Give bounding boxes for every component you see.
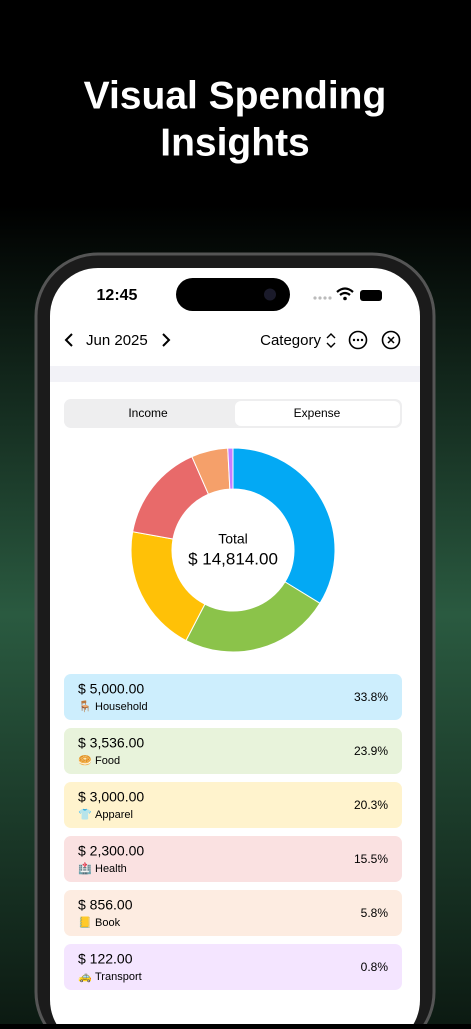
amount: $ 856.00	[78, 897, 133, 913]
category-row[interactable]	[64, 674, 402, 720]
percentage: 5.8%	[361, 906, 389, 920]
category-row[interactable]	[64, 890, 402, 936]
tab[interactable]: Expense	[294, 406, 341, 420]
status-time: 12:45	[97, 287, 138, 304]
amount: $ 3,536.00	[78, 735, 144, 751]
percentage: 20.3%	[354, 798, 388, 812]
divider	[50, 366, 420, 382]
camera	[264, 288, 276, 301]
category-row[interactable]	[64, 782, 402, 828]
more-dots	[352, 338, 364, 342]
category-icon: 📒	[78, 916, 92, 929]
amount: $ 3,000.00	[78, 789, 144, 805]
more-button[interactable]	[348, 330, 368, 350]
prev-month[interactable]	[64, 333, 73, 347]
category-icon: 🪑	[78, 700, 92, 713]
donut	[130, 447, 336, 653]
percentage: 33.8%	[354, 690, 388, 704]
category-row[interactable]	[64, 944, 402, 990]
category-icon: 🚕	[78, 971, 92, 983]
selector-chevron	[326, 333, 336, 348]
category-icon: 👕	[78, 808, 92, 821]
slice	[232, 447, 336, 604]
center-label: Total	[218, 531, 248, 547]
dynamic-island	[176, 278, 290, 311]
center-value: $ 14,814.00	[188, 549, 278, 568]
slice	[227, 447, 234, 490]
amount: $ 5,000.00	[78, 681, 144, 697]
category-name: Transport	[95, 971, 142, 983]
category-name: Health	[95, 863, 127, 875]
category-name: Food	[95, 755, 120, 767]
battery	[360, 290, 382, 301]
percentage: 23.9%	[354, 744, 388, 758]
month-label[interactable]: Jun 2025	[86, 332, 148, 349]
category-row[interactable]	[64, 728, 402, 774]
close-icon	[387, 336, 395, 344]
tab[interactable]: Income	[128, 406, 168, 420]
percentage: 15.5%	[354, 852, 388, 866]
headline: Insights	[160, 121, 310, 164]
amount: $ 2,300.00	[78, 843, 144, 859]
category-icon: 🏥	[78, 862, 92, 875]
category-row[interactable]	[64, 836, 402, 882]
close-button[interactable]	[381, 330, 401, 350]
category-icon: 🥯	[78, 755, 92, 767]
category-name: Book	[95, 917, 121, 929]
headline: Visual Spending	[84, 74, 387, 117]
category-name: Apparel	[95, 809, 133, 821]
percentage: 0.8%	[361, 960, 389, 974]
wifi	[343, 296, 347, 301]
category-list: $ 5,000.00 🪑 Household 33.8% $ 3,536.00 🥯 Food…	[64, 674, 402, 990]
wifi	[336, 287, 354, 296]
segment-selected	[235, 401, 400, 426]
amount: $ 122.00	[78, 951, 133, 967]
signal	[313, 296, 332, 300]
grouping-selector[interactable]: Category	[260, 332, 321, 349]
category-name: Household	[95, 701, 148, 713]
next-month[interactable]	[162, 333, 171, 347]
